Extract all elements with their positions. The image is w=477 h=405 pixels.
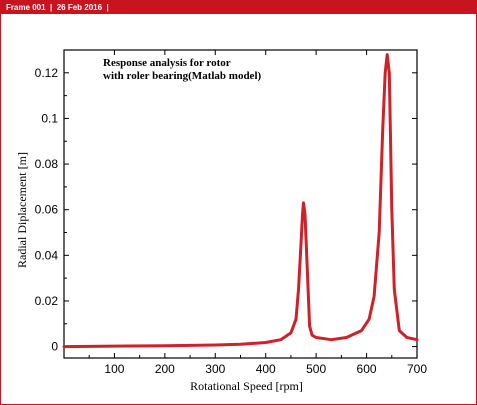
chart-title-line-2: with roler bearing(Matlab model) xyxy=(103,70,261,82)
x-tick-label: 200 xyxy=(155,362,175,376)
axes xyxy=(63,49,418,359)
chart-title-line-1: Response analysis for rotor xyxy=(103,57,231,69)
x-tick-label: 700 xyxy=(407,362,427,376)
x-tick-label: 400 xyxy=(256,362,276,376)
x-tick-label: 300 xyxy=(205,362,225,376)
y-tick-label: 0.04 xyxy=(35,248,59,262)
x-tick-label: 100 xyxy=(104,362,124,376)
tick-marks xyxy=(64,50,418,358)
y-tick-label: 0.12 xyxy=(35,66,59,80)
y-tick-label: 0 xyxy=(51,340,58,354)
x-axis-title: Rotational Speed [rpm] xyxy=(190,379,303,393)
y-tick-label: 0.08 xyxy=(35,157,59,171)
frame-header-bar: Frame 001 | 26 Feb 2016 | xyxy=(1,1,476,14)
series-layer xyxy=(62,53,419,349)
y-tick-label: 0.1 xyxy=(41,111,58,125)
x-tick-label: 600 xyxy=(357,362,377,376)
x-tick-label: 500 xyxy=(306,362,326,376)
y-tick-label: 0.06 xyxy=(35,203,59,217)
series-line xyxy=(62,53,419,349)
frame-header-label: Frame 001 | 26 Feb 2016 | xyxy=(6,3,109,12)
y-axis-title: Radial Diplacement [m] xyxy=(15,152,29,268)
plot-area-border xyxy=(63,49,418,359)
y-tick-label: 0.02 xyxy=(35,294,59,308)
